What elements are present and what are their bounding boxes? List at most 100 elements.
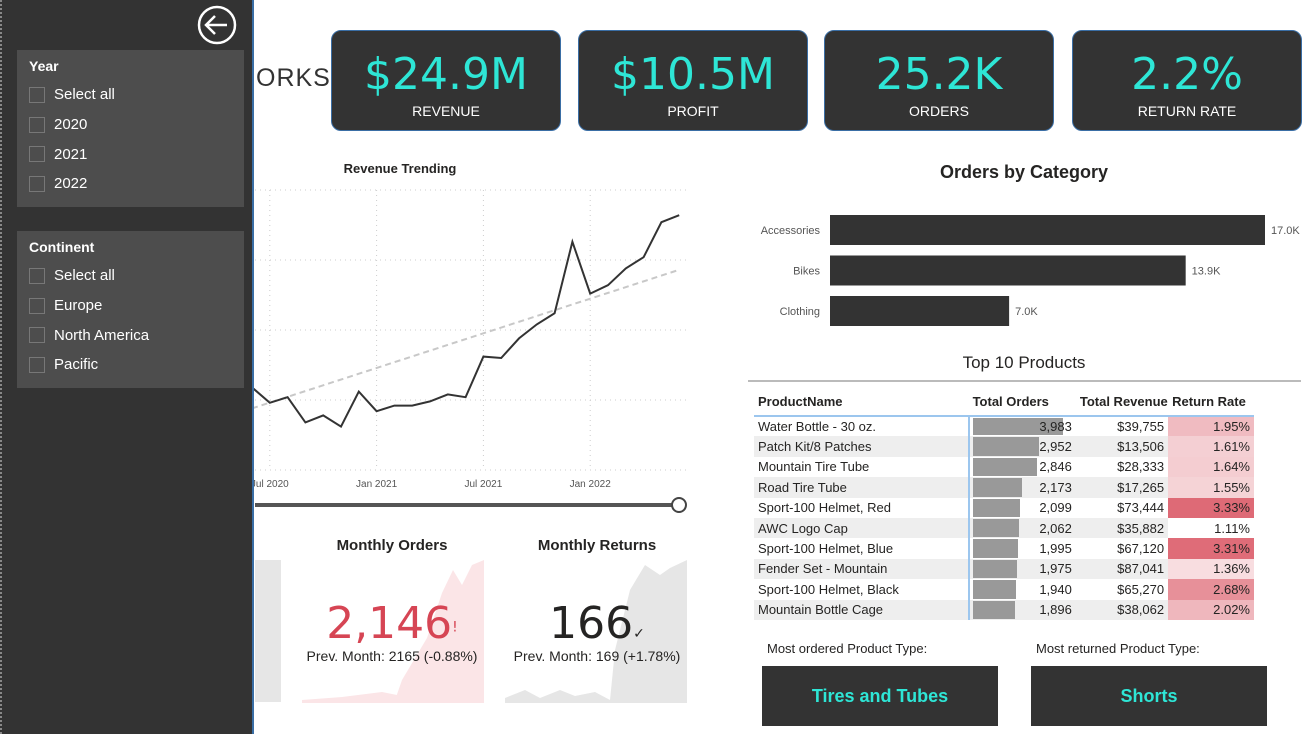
- table-row[interactable]: Water Bottle - 30 oz. 3,983 $39,755 1.95…: [754, 416, 1254, 437]
- revenue-line: [251, 214, 680, 429]
- continent-slicer-title: Continent: [29, 239, 95, 255]
- table-row[interactable]: AWC Logo Cap 2,062 $35,882 1.11%: [754, 517, 1254, 539]
- total-orders: 2,099: [969, 498, 1076, 518]
- product-name: Mountain Bottle Cage: [754, 599, 970, 620]
- trend-line: [251, 268, 680, 410]
- orders-databar: [972, 518, 1020, 538]
- most-ordered-value: Tires and Tubes: [762, 666, 998, 726]
- kpi-label: PROFIT: [667, 103, 719, 119]
- return-rate: 1.95%: [1168, 416, 1254, 437]
- table-row[interactable]: Road Tire Tube 2,173 $17,265 1.55%: [754, 477, 1254, 498]
- continent-option[interactable]: North America: [29, 320, 232, 350]
- orders-by-category-title: Orders by Category: [939, 162, 1109, 182]
- checkbox[interactable]: [29, 356, 45, 373]
- monthly-orders-value: 2,146: [326, 598, 453, 649]
- monthly-orders-prev: Prev. Month: 2165 (-0.88%): [306, 648, 478, 664]
- monthly-returns-sparkline: [505, 560, 687, 703]
- checkbox[interactable]: [29, 297, 45, 314]
- bar-value-label: 17.0K: [1271, 225, 1300, 237]
- revenue-trend-title: Revenue Trending: [343, 161, 457, 176]
- category-bar[interactable]: [830, 296, 1010, 326]
- total-orders: 2,952: [968, 436, 1076, 457]
- year-option[interactable]: 2020: [29, 110, 232, 140]
- table-row[interactable]: Mountain Tire Tube 2,846 $28,333 1.64%: [754, 456, 1254, 478]
- table-row[interactable]: Sport-100 Helmet, Red 2,099 $73,444 3.33…: [754, 497, 1254, 518]
- continent-slicer: Continent Select all Europe North America P…: [17, 231, 244, 388]
- table-row[interactable]: Fender Set - Mountain 1,975 $87,041 1.36…: [754, 558, 1254, 580]
- option-label: Pacific: [54, 356, 99, 374]
- return-rate: 1.61%: [1168, 436, 1254, 457]
- most-returned-value: Shorts: [1031, 666, 1267, 726]
- return-rate: 1.64%: [1168, 456, 1254, 478]
- bar-value-label: 13.9K: [1192, 266, 1221, 278]
- table-row[interactable]: Sport-100 Helmet, Black 1,940 $65,270 2.…: [754, 579, 1254, 600]
- total-revenue: $35,882: [1075, 517, 1169, 539]
- kpi-value: $10.5M: [611, 49, 775, 100]
- total-orders: 3,983: [969, 416, 1076, 436]
- check-icon: ✓: [633, 626, 645, 642]
- divider: [748, 380, 1301, 382]
- kpi-card-orders: 25.2K ORDERS: [824, 30, 1054, 131]
- checkbox[interactable]: [29, 267, 45, 284]
- checkbox[interactable]: [29, 175, 45, 192]
- total-revenue: $65,270: [1117, 581, 1165, 597]
- kpi-value: 25.2K: [875, 49, 1003, 100]
- kpi-label: REVENUE: [412, 103, 480, 119]
- total-revenue: $39,755: [1117, 419, 1165, 435]
- orders-databar: [972, 457, 1037, 477]
- return-rate: 1.55%: [1168, 477, 1254, 498]
- monthly-orders-sparkline: [302, 560, 484, 703]
- total-orders: 1,940: [969, 579, 1076, 599]
- table-row[interactable]: Sport-100 Helmet, Blue 1,995 $67,120 3.3…: [754, 538, 1254, 559]
- product-name: Fender Set - Mountain: [754, 558, 970, 580]
- year-slicer: Year Select all 2020 2021 2022: [17, 50, 244, 207]
- option-label: North America: [54, 326, 150, 344]
- option-label: 2022: [54, 175, 88, 193]
- slider-handle[interactable]: [671, 497, 687, 513]
- checkbox[interactable]: [29, 146, 45, 163]
- arrow-left-circle-icon[interactable]: [196, 5, 238, 47]
- total-revenue: $17,265: [1075, 477, 1169, 498]
- kpi-value: $24.9M: [364, 49, 528, 100]
- column-header[interactable]: ProductName: [758, 394, 843, 409]
- category-bar[interactable]: [830, 215, 1265, 245]
- kpi-value: 2.2%: [1131, 49, 1243, 100]
- year-option[interactable]: 2022: [29, 169, 232, 199]
- kpi-card-return-rate: 2.2% RETURN RATE: [1072, 30, 1302, 131]
- option-label: 2020: [54, 116, 88, 134]
- kpi-card-revenue: $24.9M REVENUE: [331, 30, 561, 131]
- monthly-returns-title: Monthly Returns: [537, 537, 657, 554]
- monthly-returns-prev: Prev. Month: 169 (+1.78%): [513, 648, 681, 664]
- kpi-card-profit: $10.5M PROFIT: [578, 30, 808, 131]
- year-option[interactable]: Select all: [29, 80, 232, 110]
- checkbox[interactable]: [29, 86, 45, 103]
- category-bar[interactable]: [830, 255, 1186, 286]
- total-orders: 2,846: [969, 457, 1076, 477]
- orders-databar: [972, 600, 1016, 619]
- category-label: Bikes: [793, 266, 820, 278]
- column-header[interactable]: Return Rate: [1172, 394, 1246, 409]
- orders-databar: [972, 498, 1020, 517]
- x-tick-label: Jul 2020: [251, 479, 289, 490]
- table-row[interactable]: Patch Kit/8 Patches 2,952 $13,506 1.61%: [754, 436, 1254, 457]
- return-rate: 3.31%: [1168, 538, 1254, 559]
- column-header[interactable]: Total Revenue: [1079, 394, 1168, 409]
- column-header[interactable]: Total Orders: [972, 394, 1049, 409]
- continent-option[interactable]: Select all: [29, 261, 232, 291]
- product-name: Sport-100 Helmet, Black: [754, 579, 970, 600]
- return-rate: 1.11%: [1214, 520, 1250, 536]
- continent-option[interactable]: Europe: [29, 291, 232, 321]
- table-row[interactable]: Mountain Bottle Cage 1,896 $38,062 2.02%: [754, 599, 1254, 620]
- total-orders: 1,896: [968, 599, 1076, 620]
- checkbox[interactable]: [29, 116, 45, 133]
- checkbox[interactable]: [29, 327, 45, 344]
- option-label: Select all: [54, 267, 115, 285]
- kpi-label: ORDERS: [909, 103, 969, 119]
- total-revenue: $13,506: [1075, 436, 1169, 457]
- continent-option[interactable]: Pacific: [29, 350, 232, 380]
- partial-card-sparkline: [255, 560, 281, 702]
- warning-icon: !: [452, 619, 458, 636]
- most-ordered-label: Most ordered Product Type:: [767, 641, 928, 656]
- year-option[interactable]: 2021: [29, 139, 232, 169]
- total-orders: 2,173: [968, 477, 1076, 498]
